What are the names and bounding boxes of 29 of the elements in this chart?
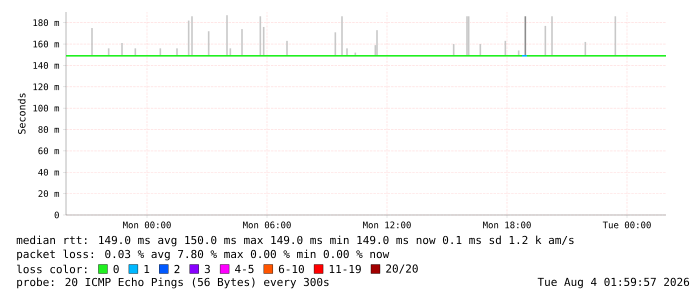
text: Tue Aug 4 01:59:57 2026 bbox=[538, 278, 690, 288]
y-tick-label: 40 m bbox=[38, 168, 60, 176]
y-tick-label: 120 m bbox=[33, 83, 60, 90]
x-tick-label: Mon 18:00 bbox=[482, 222, 531, 228]
legend-label: 0 bbox=[114, 264, 119, 274]
y-tick-label: 140 m bbox=[33, 62, 60, 69]
y-tick-label: 80 m bbox=[38, 126, 60, 133]
y-tick-label: 20 m bbox=[38, 190, 60, 198]
y-tick-label: 60 m bbox=[38, 147, 60, 154]
y-tick-label: 160 m bbox=[33, 40, 60, 48]
y-tick-label: 100 m bbox=[33, 104, 60, 112]
y-axis-title: Seconds bbox=[18, 93, 26, 134]
legend-label: 20/20 bbox=[386, 264, 418, 274]
legend-label: 3 bbox=[204, 264, 210, 274]
text: packet loss: 0.03 % avg 7.80 % max 0.00 % min 0.00 % now bbox=[17, 250, 390, 260]
legend-label: 11-19 bbox=[330, 264, 361, 274]
legend-label: 2 bbox=[174, 264, 180, 274]
text: median rtt: 149.0 ms avg 150.0 ms max 149.0 ms min 149.0 ms now 0.1 ms sd 1.2 k am/s bbox=[16, 236, 574, 246]
legend-label: 6-10 bbox=[278, 264, 304, 274]
legend-title: loss color: bbox=[17, 264, 86, 274]
text: probe: 20 ICMP Echo Pings (56 Bytes) every 300s bbox=[17, 278, 329, 288]
legend-label: 1 bbox=[144, 264, 150, 274]
x-tick-label: Mon 12:00 bbox=[362, 222, 411, 228]
y-tick-label: 180 m bbox=[33, 19, 60, 26]
y-tick-label: 0 bbox=[54, 212, 59, 218]
legend-label: 4-5 bbox=[235, 264, 254, 274]
x-tick-label: Mon 00:00 bbox=[122, 222, 171, 228]
x-tick-label: Tue 00:00 bbox=[602, 222, 651, 228]
x-tick-label: Mon 06:00 bbox=[242, 222, 291, 228]
